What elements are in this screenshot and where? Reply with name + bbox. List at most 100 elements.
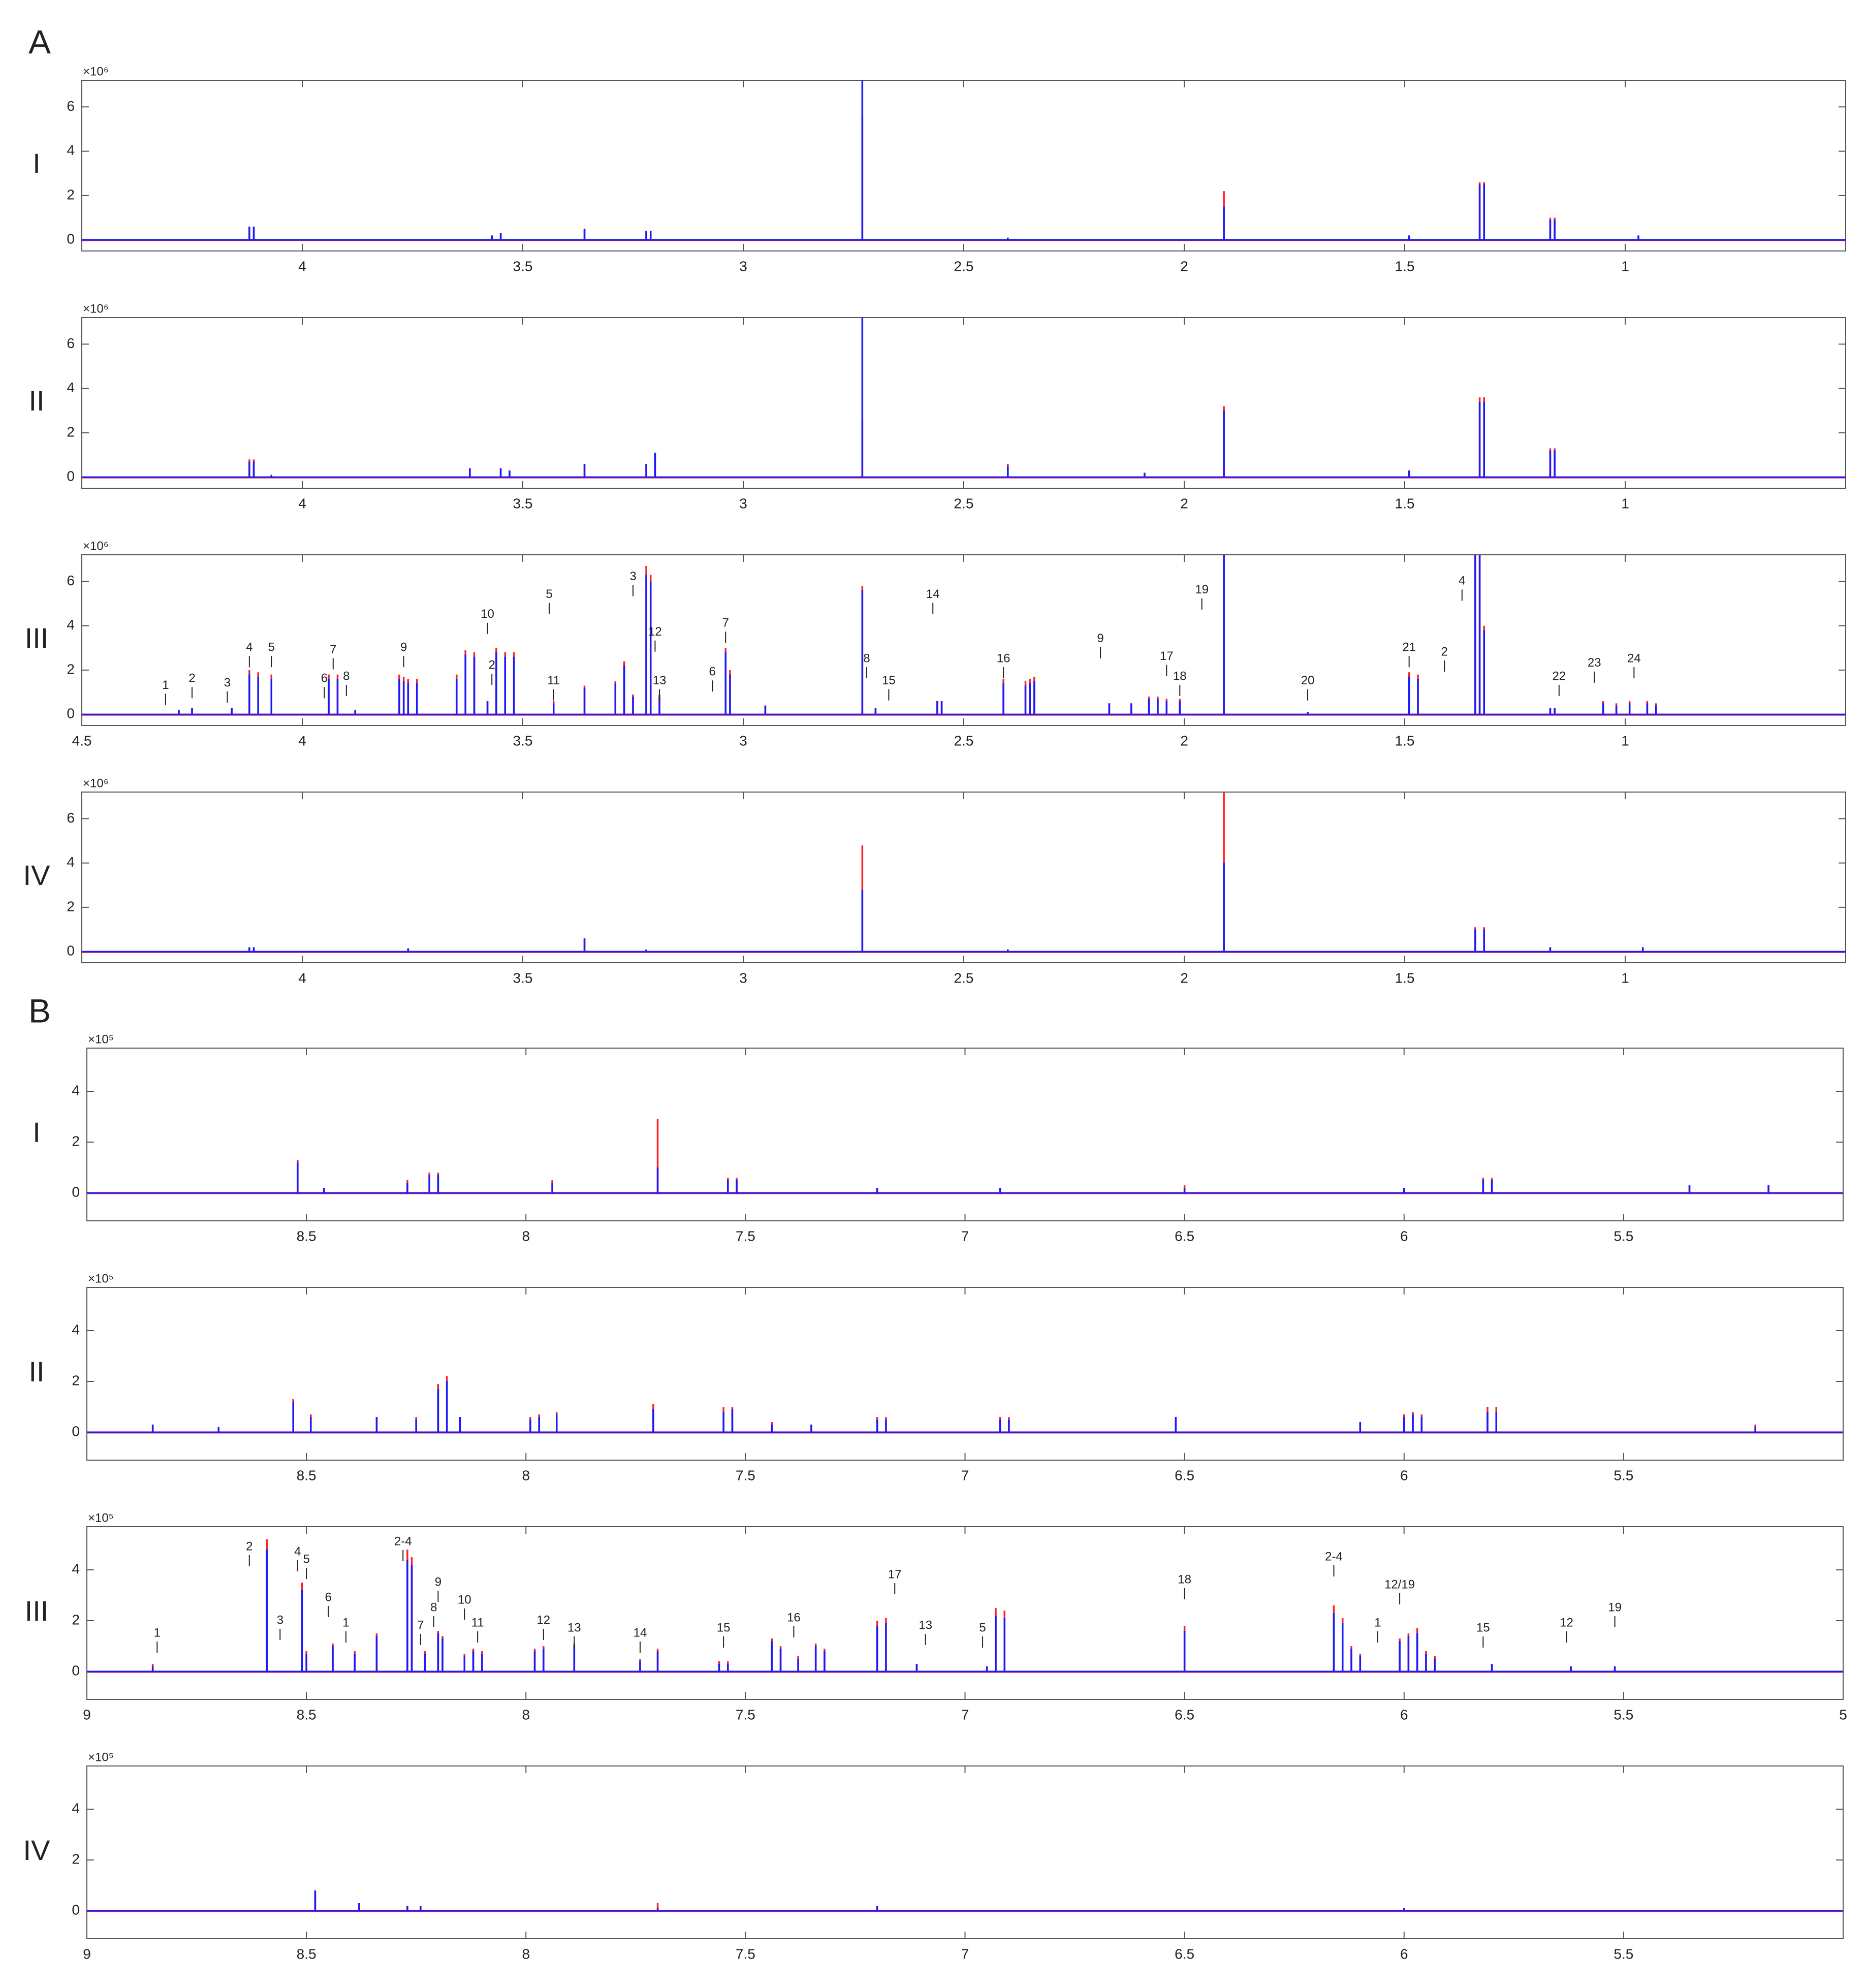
peak-annotation: 2 bbox=[489, 658, 495, 672]
peak-annotation: 19 bbox=[1195, 583, 1209, 596]
peak-annotation: 3 bbox=[277, 1613, 283, 1627]
peak-annotation: 12 bbox=[648, 625, 662, 639]
x-tick-label: 1.5 bbox=[1395, 495, 1415, 511]
peak-annotation: 21 bbox=[1402, 641, 1416, 654]
peak-annotation: 9 bbox=[435, 1575, 441, 1589]
plot-frame bbox=[86, 1048, 1844, 1221]
y-tick-label: 4 bbox=[72, 1082, 80, 1098]
spectrum bbox=[87, 1890, 1843, 1912]
y-tick-label: 0 bbox=[72, 1902, 80, 1917]
y-multiplier: ×10⁵ bbox=[88, 1511, 114, 1525]
peak-annotation: 7 bbox=[722, 616, 729, 630]
x-tick-label: 8.5 bbox=[297, 1228, 317, 1244]
x-tick-label: 5.5 bbox=[1614, 1467, 1633, 1483]
peak-annotation: 9 bbox=[1097, 632, 1103, 645]
x-tick-label: 6.5 bbox=[1175, 1946, 1194, 1962]
peak-annotation: 10 bbox=[458, 1593, 471, 1606]
x-tick-label: 2.5 bbox=[954, 258, 974, 274]
peak-annotation: 3 bbox=[224, 676, 231, 689]
y-tick-label: 4 bbox=[72, 1321, 80, 1337]
peak-annotation: 2 bbox=[1441, 645, 1447, 658]
y-tick-label: 0 bbox=[67, 943, 75, 959]
peak-annotation: 5 bbox=[268, 641, 275, 654]
spectrum bbox=[82, 555, 1846, 716]
peak-annotation: 1 bbox=[342, 1616, 349, 1629]
peak-annotation: 8 bbox=[430, 1600, 437, 1614]
x-tick-label: 5.5 bbox=[1614, 1946, 1633, 1962]
peak-annotation: 12/19 bbox=[1384, 1577, 1415, 1591]
peak-annotation: 16 bbox=[787, 1611, 801, 1624]
y-tick-label: 2 bbox=[67, 186, 75, 202]
x-tick-label: 8.5 bbox=[297, 1946, 317, 1962]
x-tick-label: 6.5 bbox=[1175, 1707, 1194, 1722]
x-tick-label: 3.5 bbox=[513, 495, 533, 511]
peak-annotation: 18 bbox=[1173, 669, 1187, 683]
peak-annotation: 11 bbox=[547, 674, 560, 687]
panel-label: I bbox=[33, 147, 41, 179]
peak-annotation: 10 bbox=[481, 607, 494, 621]
peak-annotation: 13 bbox=[653, 674, 667, 687]
x-tick-label: 5.5 bbox=[1614, 1707, 1633, 1722]
y-tick-label: 6 bbox=[67, 810, 75, 826]
y-multiplier: ×10⁵ bbox=[88, 1272, 114, 1285]
peak-annotation: 7 bbox=[417, 1618, 424, 1632]
panel-label: IV bbox=[23, 1834, 51, 1866]
x-tick-label: 7 bbox=[961, 1467, 969, 1483]
peak-annotation: 17 bbox=[888, 1567, 902, 1581]
plot-frame bbox=[86, 1765, 1844, 1939]
peak-annotation: 6 bbox=[321, 672, 328, 685]
x-tick-label: 9 bbox=[83, 1946, 91, 1962]
x-tick-label: 4 bbox=[298, 733, 306, 748]
x-tick-label: 6 bbox=[1400, 1228, 1408, 1244]
peak-annotation: 8 bbox=[343, 669, 350, 683]
peak-annotation: 12 bbox=[1560, 1616, 1573, 1629]
panel-label: III bbox=[25, 622, 49, 654]
peak-annotation: 4 bbox=[246, 641, 252, 654]
x-tick-label: 7.5 bbox=[736, 1707, 755, 1722]
x-tick-label: 5 bbox=[1839, 1707, 1847, 1722]
section-label: B bbox=[28, 992, 51, 1029]
x-tick-label: 8.5 bbox=[297, 1707, 317, 1722]
peak-annotation: 2-4 bbox=[1325, 1550, 1343, 1563]
peak-annotation: 5 bbox=[546, 587, 552, 601]
peak-annotation: 4 bbox=[294, 1544, 301, 1558]
section-label: A bbox=[28, 23, 51, 60]
panel-label: II bbox=[28, 385, 44, 417]
x-tick-label: 5.5 bbox=[1614, 1228, 1633, 1244]
x-tick-label: 6.5 bbox=[1175, 1467, 1194, 1483]
peak-annotation: 23 bbox=[1588, 656, 1601, 670]
x-tick-label: 1.5 bbox=[1395, 970, 1415, 986]
peak-annotation: 18 bbox=[1178, 1572, 1191, 1586]
x-tick-label: 1 bbox=[1621, 495, 1629, 511]
plot-frame bbox=[81, 317, 1846, 489]
x-tick-label: 8 bbox=[522, 1707, 530, 1722]
x-tick-label: 6 bbox=[1400, 1707, 1408, 1722]
y-multiplier: ×10⁶ bbox=[83, 776, 109, 790]
peak-annotation: 12 bbox=[536, 1613, 550, 1627]
y-multiplier: ×10⁵ bbox=[88, 1750, 114, 1764]
peak-annotation: 17 bbox=[1160, 649, 1174, 663]
panel-label: IV bbox=[23, 859, 51, 891]
peak-annotation: 22 bbox=[1552, 669, 1566, 683]
y-tick-label: 2 bbox=[67, 661, 75, 677]
spectrum bbox=[87, 1119, 1843, 1194]
x-tick-label: 9 bbox=[83, 1707, 91, 1722]
peak-annotation: 6 bbox=[709, 665, 716, 679]
x-tick-label: 7.5 bbox=[736, 1946, 755, 1962]
peak-annotation: 1 bbox=[1374, 1616, 1381, 1629]
y-tick-label: 6 bbox=[67, 335, 75, 351]
peak-annotation: 6 bbox=[325, 1590, 332, 1604]
x-tick-label: 8 bbox=[522, 1228, 530, 1244]
peak-annotation: 3 bbox=[629, 570, 636, 583]
peak-annotation: 9 bbox=[400, 641, 407, 654]
x-tick-label: 3 bbox=[739, 495, 747, 511]
peak-annotation: 13 bbox=[919, 1618, 932, 1632]
peak-annotation: 14 bbox=[926, 587, 940, 601]
y-tick-label: 0 bbox=[72, 1662, 80, 1678]
x-tick-label: 3 bbox=[739, 733, 747, 748]
x-tick-label: 3.5 bbox=[513, 733, 533, 748]
peak-annotation: 5 bbox=[303, 1552, 309, 1566]
peak-annotation: 7 bbox=[330, 643, 336, 656]
x-tick-label: 2 bbox=[1180, 495, 1188, 511]
x-tick-label: 7 bbox=[961, 1228, 969, 1244]
